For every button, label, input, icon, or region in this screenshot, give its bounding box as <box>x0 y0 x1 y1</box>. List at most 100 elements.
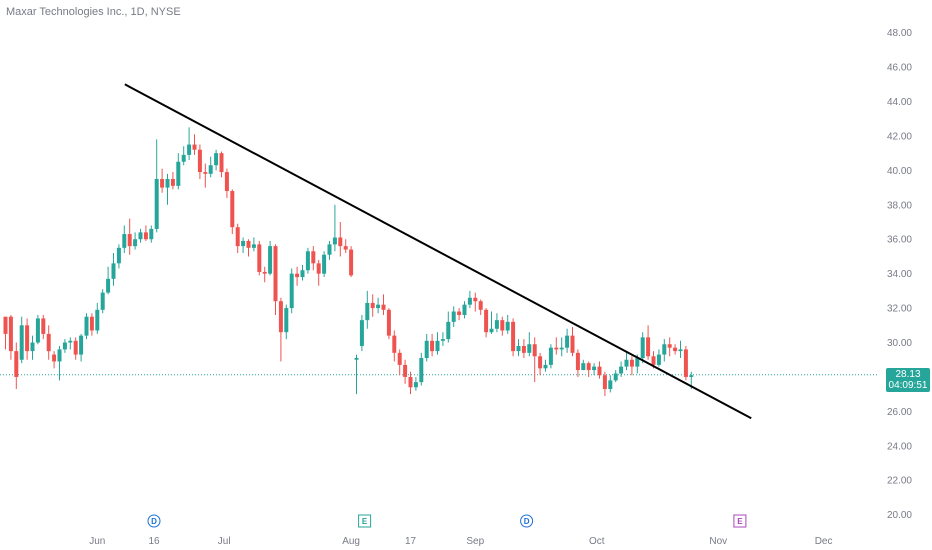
y-tick-label: 26.00 <box>887 407 912 418</box>
candle-body <box>138 232 143 240</box>
candle-body <box>133 239 138 247</box>
x-tick-label: Nov <box>709 536 727 547</box>
candle-body <box>532 344 537 357</box>
x-tick-label: 16 <box>148 536 160 547</box>
candles <box>3 127 694 396</box>
candle-body <box>451 311 456 322</box>
candle-body <box>332 237 337 245</box>
y-tick-label: 22.00 <box>887 476 912 487</box>
candle-body <box>581 363 586 371</box>
candle-body <box>646 337 651 357</box>
x-tick-label: Oct <box>589 536 605 547</box>
candle-body <box>559 347 564 350</box>
candle-body <box>68 340 73 343</box>
candle-body <box>424 340 429 359</box>
candle-body <box>565 335 570 348</box>
candle-body <box>597 366 602 376</box>
y-tick-label: 20.00 <box>887 510 912 521</box>
y-tick-label: 48.00 <box>887 28 912 39</box>
candle-body <box>230 191 235 228</box>
event-marker-d: D <box>520 514 534 528</box>
event-marker-d: D <box>147 514 161 528</box>
candle-body <box>300 270 305 278</box>
candle-body <box>478 301 483 310</box>
candle-body <box>662 344 667 355</box>
candle-body <box>473 297 478 302</box>
candle-body <box>111 263 116 279</box>
candle-body <box>489 328 494 333</box>
candle-body <box>354 358 359 360</box>
candle-body <box>338 237 343 247</box>
candle-body <box>181 154 186 162</box>
candle-body <box>683 349 688 377</box>
candle-body <box>462 304 467 315</box>
candle-body <box>446 321 451 340</box>
candle-body <box>62 342 67 350</box>
y-tick-label: 38.00 <box>887 200 912 211</box>
candle-body <box>327 244 332 255</box>
candle-body <box>122 234 127 248</box>
candle-body <box>25 325 30 352</box>
candle-body <box>370 302 375 309</box>
candle-body <box>160 178 165 188</box>
candle-body <box>89 316 94 331</box>
candle-body <box>521 345 526 353</box>
y-tick-label: 44.00 <box>887 97 912 108</box>
candle-body <box>268 246 273 274</box>
candle-body <box>554 347 559 350</box>
candle-body <box>651 356 656 365</box>
candle-body <box>548 347 553 365</box>
candle-body <box>14 351 19 377</box>
candle-body <box>197 149 202 173</box>
candle-body <box>678 349 683 352</box>
earnings-icon <box>733 514 747 528</box>
candle-body <box>640 337 645 359</box>
candle-body <box>192 144 197 150</box>
candle-body <box>494 320 499 329</box>
candle-body <box>629 359 634 367</box>
candle-body <box>208 165 213 174</box>
candle-body <box>457 311 462 315</box>
candle-body <box>430 340 435 352</box>
candle-body <box>8 316 13 352</box>
candle-body <box>511 321 516 352</box>
last-price-tag: 28.13 04:09:51 <box>886 367 930 392</box>
candle-body <box>41 318 46 334</box>
candle-body <box>84 316 89 336</box>
candle-body <box>467 297 472 305</box>
candle-body <box>305 251 310 271</box>
candle-body <box>30 342 35 352</box>
candle-body <box>602 375 607 390</box>
candle-body <box>273 246 278 302</box>
price-axis: 48.00 46.00 44.00 42.00 40.00 38.00 36.00 34.00… <box>887 28 912 521</box>
y-tick-label: 40.00 <box>887 166 912 177</box>
candle-body <box>419 358 424 383</box>
candle-body <box>149 228 154 240</box>
y-tick-label: 24.00 <box>887 441 912 452</box>
candle-body <box>73 340 78 355</box>
earnings-icon <box>358 514 372 528</box>
chart-title: Maxar Technologies Inc., 1D, NYSE <box>6 6 181 18</box>
candle-body <box>35 318 40 343</box>
candle-body <box>235 227 240 247</box>
candle-body <box>392 335 397 353</box>
candle-body <box>214 153 219 166</box>
candle-body <box>413 382 418 388</box>
candle-body <box>46 333 51 352</box>
time-axis: Jun 16 Jul Aug 17 Sep Oct Nov Dec <box>89 536 832 547</box>
y-tick-label: 46.00 <box>887 63 912 74</box>
bar-countdown: 04:09:51 <box>888 379 928 391</box>
candle-body <box>343 246 348 250</box>
candle-body <box>673 347 678 352</box>
candle-body <box>624 359 629 367</box>
candle-body <box>79 335 84 355</box>
candle-body <box>224 172 229 192</box>
candle-body <box>440 339 445 341</box>
candle-body <box>116 247 121 264</box>
candle-body <box>527 344 532 353</box>
candle-body <box>359 320 364 346</box>
candle-body <box>635 358 640 367</box>
candle-body <box>127 234 132 247</box>
